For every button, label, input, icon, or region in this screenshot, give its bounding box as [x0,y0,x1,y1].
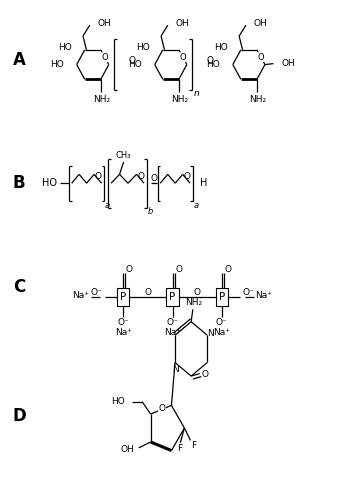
Text: HO: HO [58,43,72,52]
Text: NH₂: NH₂ [171,94,188,104]
Text: HO: HO [136,43,150,52]
Text: O⁻: O⁻ [243,288,255,296]
Text: NH₂: NH₂ [249,94,266,104]
Text: CH₃: CH₃ [116,151,131,160]
Text: O: O [179,52,186,62]
Text: OH: OH [254,19,267,28]
Text: O: O [258,52,264,62]
Text: b: b [147,208,153,216]
Text: A: A [13,50,26,68]
Text: O: O [128,56,135,65]
Text: O: O [101,52,108,62]
Text: Na⁺: Na⁺ [115,328,132,337]
Text: F: F [191,441,196,450]
Text: O⁻: O⁻ [167,318,178,327]
Text: OH: OH [175,19,189,28]
Text: a: a [105,200,110,209]
Text: a: a [194,200,199,209]
Text: O: O [194,288,200,296]
Text: HO: HO [50,60,64,69]
Text: O: O [126,265,133,274]
Text: N: N [171,366,178,374]
Text: O: O [224,265,231,274]
Text: O: O [159,404,166,413]
Text: NH₂: NH₂ [93,94,110,104]
Text: P: P [219,292,225,302]
Text: Na⁺: Na⁺ [164,328,181,337]
Text: OH: OH [281,58,295,68]
Text: O: O [145,288,151,296]
Text: P: P [120,292,126,302]
FancyBboxPatch shape [117,288,129,306]
Text: B: B [13,174,26,192]
Text: O: O [201,370,208,379]
Text: HO: HO [128,60,142,69]
Text: O: O [183,172,190,182]
Text: O: O [179,52,186,62]
FancyBboxPatch shape [166,288,179,306]
Text: HO: HO [111,397,125,406]
Text: O: O [159,404,166,413]
Text: C: C [13,278,25,296]
Text: H: H [200,178,208,188]
Text: OH: OH [120,446,134,454]
Text: N: N [207,330,214,338]
Text: n: n [194,89,199,98]
Text: O: O [137,172,144,182]
Text: O⁻: O⁻ [117,318,129,327]
Text: OH: OH [97,19,111,28]
Text: O: O [150,174,157,183]
FancyBboxPatch shape [216,288,228,306]
Text: HO: HO [206,60,220,69]
Text: HO: HO [42,178,57,188]
Text: O: O [206,56,213,65]
Text: Na⁺: Na⁺ [72,291,89,300]
Text: P: P [169,292,176,302]
Text: D: D [13,406,27,424]
Text: Na⁺: Na⁺ [213,328,230,337]
Text: O⁻: O⁻ [90,288,102,296]
Text: HO: HO [214,43,228,52]
Text: O⁻: O⁻ [216,318,228,327]
Text: F: F [177,444,182,454]
Text: O: O [258,52,264,62]
Text: Na⁺: Na⁺ [255,291,272,300]
Text: O: O [175,265,182,274]
Text: NH₂: NH₂ [185,298,203,308]
Text: O: O [101,52,108,62]
Text: O: O [95,172,102,182]
